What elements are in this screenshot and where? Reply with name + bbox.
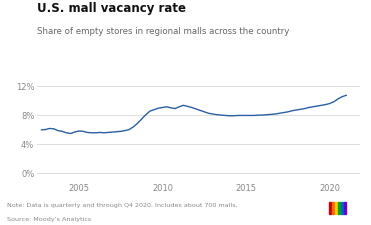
Text: Source: Moody’s Analytics: Source: Moody’s Analytics [7, 216, 92, 221]
Text: Share of empty stores in regional malls across the country: Share of empty stores in regional malls … [37, 27, 289, 36]
Text: Note: Data is quarterly and through Q4 2020. Includes about 700 malls.: Note: Data is quarterly and through Q4 2… [7, 202, 238, 207]
Text: U.S. mall vacancy rate: U.S. mall vacancy rate [37, 2, 186, 15]
